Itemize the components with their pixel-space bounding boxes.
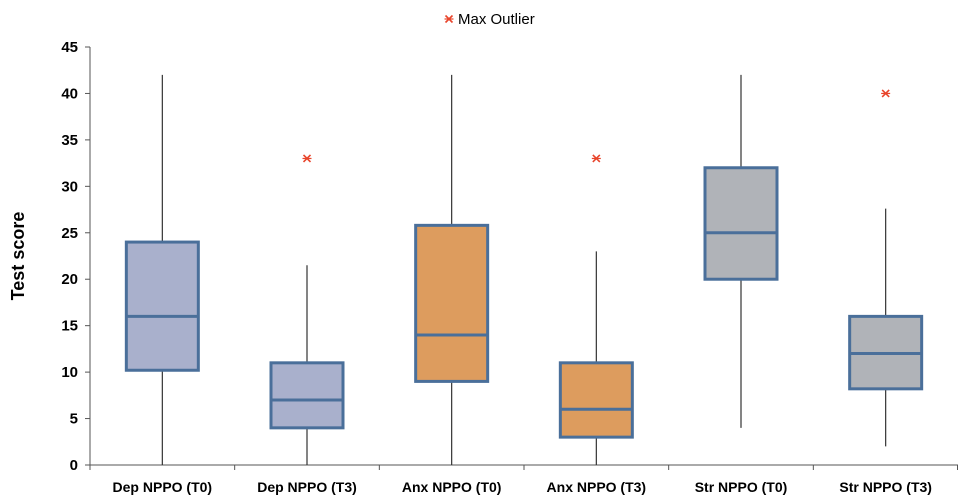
x-category-label: Anx NPPO (T3) xyxy=(547,479,647,495)
y-tick-label: 0 xyxy=(70,457,78,474)
x-category-label: Dep NPPO (T3) xyxy=(257,479,357,495)
box-5 xyxy=(703,74,779,428)
box-iqr xyxy=(124,240,200,372)
legend-x-mark xyxy=(444,14,454,24)
y-tick-label: 40 xyxy=(61,85,78,102)
boxes xyxy=(124,74,924,465)
box-iqr xyxy=(558,361,634,439)
y-tick-label: 15 xyxy=(61,318,78,335)
y-tick-label: 10 xyxy=(61,364,78,381)
box-iqr xyxy=(703,166,779,281)
box-3 xyxy=(414,74,490,465)
legend: Max Outlier xyxy=(444,11,535,28)
y-tick-label: 20 xyxy=(61,271,78,288)
box-1 xyxy=(124,74,200,465)
max-outlier-marker xyxy=(591,154,601,163)
y-tick-label: 35 xyxy=(61,132,78,149)
x-category-label: Str NPPO (T3) xyxy=(839,479,932,495)
max-outlier-marker xyxy=(302,154,312,163)
box-2 xyxy=(269,154,345,465)
y-tick-label: 5 xyxy=(70,411,78,428)
box-iqr xyxy=(269,361,345,430)
box-4 xyxy=(558,154,634,465)
y-tick-label: 30 xyxy=(61,178,78,195)
box-6 xyxy=(848,89,924,447)
max-outlier-marker xyxy=(881,89,891,98)
x-axis: Dep NPPO (T0) Dep NPPO (T3) Anx NPPO (T0) A… xyxy=(89,464,958,495)
y-axis: 0 5 10 15 20 25 30 35 40 45 xyxy=(61,39,91,474)
x-category-label: Anx NPPO (T0) xyxy=(402,479,502,495)
legend-marker-x-icon xyxy=(444,14,454,24)
y-axis-title: Test score xyxy=(8,212,28,301)
x-category-label: Str NPPO (T0) xyxy=(695,479,788,495)
y-tick-label: 25 xyxy=(61,225,78,242)
y-tick-label: 45 xyxy=(61,39,78,56)
x-category-label: Dep NPPO (T0) xyxy=(113,479,213,495)
legend-label: Max Outlier xyxy=(458,11,535,28)
box-iqr xyxy=(414,223,490,383)
